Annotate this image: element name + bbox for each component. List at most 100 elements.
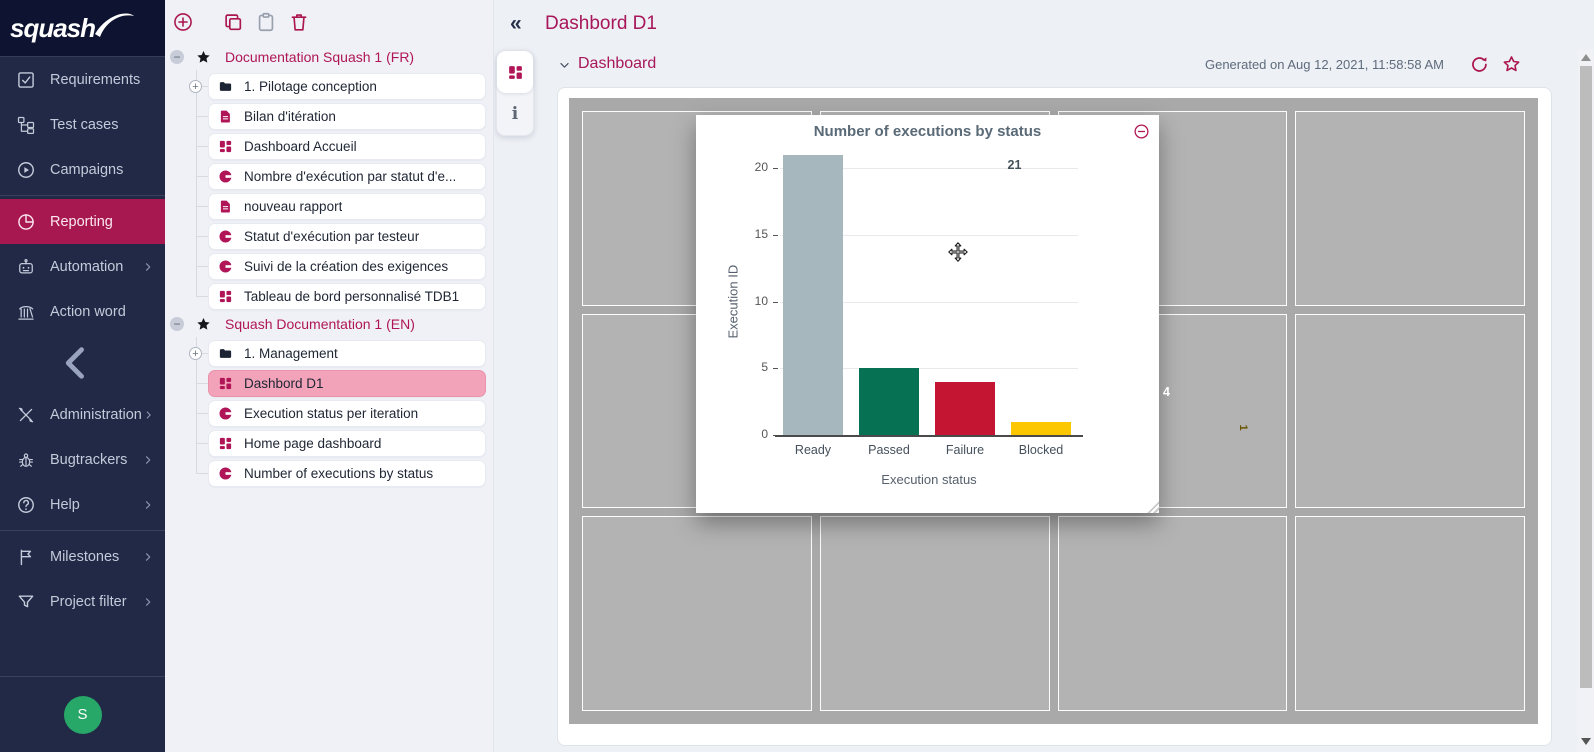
grid-icon: [218, 289, 233, 304]
collapse-project-button[interactable]: −: [170, 50, 184, 64]
tree-item-label: Execution status per iteration: [244, 406, 419, 421]
bar-value-label: 5: [1087, 371, 1094, 386]
tree-item-dashbord-d1[interactable]: Dashbord D1: [208, 370, 486, 397]
tree-item-label: Statut d'exécution par testeur: [244, 229, 420, 244]
star-icon[interactable]: [195, 316, 212, 333]
tree-project-group: − Squash Documentation 1 (EN) +1. Manageme…: [165, 313, 493, 487]
reporting-icon: [16, 212, 36, 232]
section-title[interactable]: Dashboard: [578, 55, 657, 72]
resize-handle[interactable]: [1146, 500, 1159, 513]
bugtrackers-icon: [16, 450, 36, 470]
sidebar-item-campaigns[interactable]: Campaigns: [0, 147, 165, 192]
tree-toolbar: [165, 0, 493, 44]
tree-item-suivi-de-la-cr-ation-des-exigences[interactable]: Suivi de la création des exigences: [208, 253, 486, 280]
requirements-icon: [16, 70, 36, 90]
sidebar-item-help[interactable]: Help: [0, 482, 165, 527]
move-cursor-icon: [948, 242, 968, 262]
sidebar-item-bugtrackers[interactable]: Bugtrackers: [0, 437, 165, 482]
collapse-tree-button[interactable]: «: [510, 12, 522, 35]
star-icon[interactable]: [195, 49, 212, 66]
sidebar-item-automation[interactable]: Automation: [0, 244, 165, 289]
tree-connector-stub: [196, 473, 208, 474]
sidebar-item-reporting[interactable]: Reporting: [0, 199, 165, 244]
tree-row: +1. Pilotage conception: [165, 73, 493, 100]
tab-information[interactable]: i: [497, 93, 533, 135]
tree-item-execution-status-per-iteration[interactable]: Execution status per iteration: [208, 400, 486, 427]
y-axis-tick-label: 5: [761, 360, 768, 375]
app-logo[interactable]: squash: [0, 0, 165, 57]
administration-icon: [16, 405, 36, 425]
tree-item-label: Dashboard Accueil: [244, 139, 357, 154]
chevron-down-icon[interactable]: [558, 59, 571, 72]
tab-dashboard-view[interactable]: [497, 51, 533, 93]
sidebar-item-requirements[interactable]: Requirements: [0, 57, 165, 102]
info-icon: i: [511, 104, 519, 124]
project-header: − Documentation Squash 1 (FR): [165, 46, 493, 68]
sidebar-item-label: Reporting: [50, 213, 113, 230]
logo-text: squash: [10, 12, 96, 43]
collapse-project-button[interactable]: −: [170, 317, 184, 331]
sidebar-divider: [0, 530, 165, 531]
tree-item-1-management[interactable]: 1. Management: [208, 340, 486, 367]
y-axis-tick: [773, 235, 778, 236]
project-name[interactable]: Documentation Squash 1 (FR): [225, 49, 415, 65]
sidebar-item-project-filter[interactable]: Project filter: [0, 579, 165, 624]
delete-button[interactable]: [288, 11, 310, 33]
chart-gridline: [780, 235, 1078, 236]
project-name[interactable]: Squash Documentation 1 (EN): [225, 316, 415, 332]
dashboard-empty-cell: [582, 516, 812, 711]
milestones-icon: [16, 547, 36, 567]
tree-row: Dashbord D1: [165, 370, 493, 397]
x-axis-title: Execution status: [881, 472, 977, 487]
user-avatar[interactable]: S: [63, 695, 102, 734]
tree-item-statut-d-ex-cution-par-testeur[interactable]: Statut d'exécution par testeur: [208, 223, 486, 250]
refresh-button[interactable]: [1469, 54, 1490, 75]
expand-folder-button[interactable]: +: [189, 80, 202, 93]
project-header: − Squash Documentation 1 (EN): [165, 313, 493, 335]
sidebar-item-action-word[interactable]: Action word: [0, 289, 165, 334]
test-cases-icon: [16, 115, 36, 135]
scroll-up-arrow[interactable]: [1581, 54, 1591, 61]
sidebar-item-administration[interactable]: Administration: [0, 392, 165, 437]
scrollbar-thumb[interactable]: [1580, 66, 1592, 688]
sidebar-item-label: Help: [50, 496, 80, 513]
tree-item-dashboard-accueil[interactable]: Dashboard Accueil: [208, 133, 486, 160]
remove-widget-icon[interactable]: [1133, 123, 1150, 140]
tree-row: Bilan d'itération: [165, 103, 493, 130]
expand-folder-button[interactable]: +: [189, 347, 202, 360]
tree-row: Number of executions by status: [165, 460, 493, 487]
tree-project-group: − Documentation Squash 1 (FR) +1. Pilotage…: [165, 46, 493, 310]
tree-item-tableau-de-bord-personnalis-tdb1[interactable]: Tableau de bord personnalisé TDB1: [208, 283, 486, 310]
sidebar-collapse-button[interactable]: [0, 334, 165, 392]
tree-connector-stub: [196, 353, 208, 354]
sidebar-item-milestones[interactable]: Milestones: [0, 534, 165, 579]
tree-item-number-of-executions-by-status[interactable]: Number of executions by status: [208, 460, 486, 487]
bar-value-label: 21: [1007, 158, 1022, 172]
x-axis-category-label: Ready: [794, 443, 832, 457]
action-word-icon: [16, 302, 36, 322]
tree-item-home-page-dashboard[interactable]: Home page dashboard: [208, 430, 486, 457]
vertical-scrollbar[interactable]: [1578, 50, 1594, 752]
chevron-right-icon: [141, 260, 155, 274]
bar-blocked: [1011, 421, 1071, 435]
tree-connector-stub: [196, 266, 208, 267]
tree-connector-line: [196, 70, 197, 297]
tree-item-nouveau-rapport[interactable]: nouveau rapport: [208, 193, 486, 220]
pie-icon: [218, 169, 233, 184]
chart-gridline: [780, 368, 1078, 370]
tree-item-nombre-d-ex-cution-par-statut-d-e[interactable]: Nombre d'exécution par statut d'e...: [208, 163, 486, 190]
scroll-down-arrow[interactable]: [1581, 738, 1591, 745]
copy-button[interactable]: [222, 11, 244, 33]
chart-panel[interactable]: Number of executions by status 0 5 10 15 20 2…: [696, 115, 1249, 513]
new-report-button[interactable]: [172, 11, 194, 33]
tree-row: Statut d'exécution par testeur: [165, 223, 493, 250]
favorite-button[interactable]: [1501, 54, 1522, 75]
pie-icon: [218, 466, 233, 481]
sidebar-item-test-cases[interactable]: Test cases: [0, 102, 165, 147]
tree-item-label: nouveau rapport: [244, 199, 343, 214]
tree-item-bilan-d-it-ration[interactable]: Bilan d'itération: [208, 103, 486, 130]
paste-button[interactable]: [255, 11, 277, 33]
tree-row: Tableau de bord personnalisé TDB1: [165, 283, 493, 310]
tree-item-1-pilotage-conception[interactable]: 1. Pilotage conception: [208, 73, 486, 100]
y-axis-tick: [773, 301, 778, 303]
